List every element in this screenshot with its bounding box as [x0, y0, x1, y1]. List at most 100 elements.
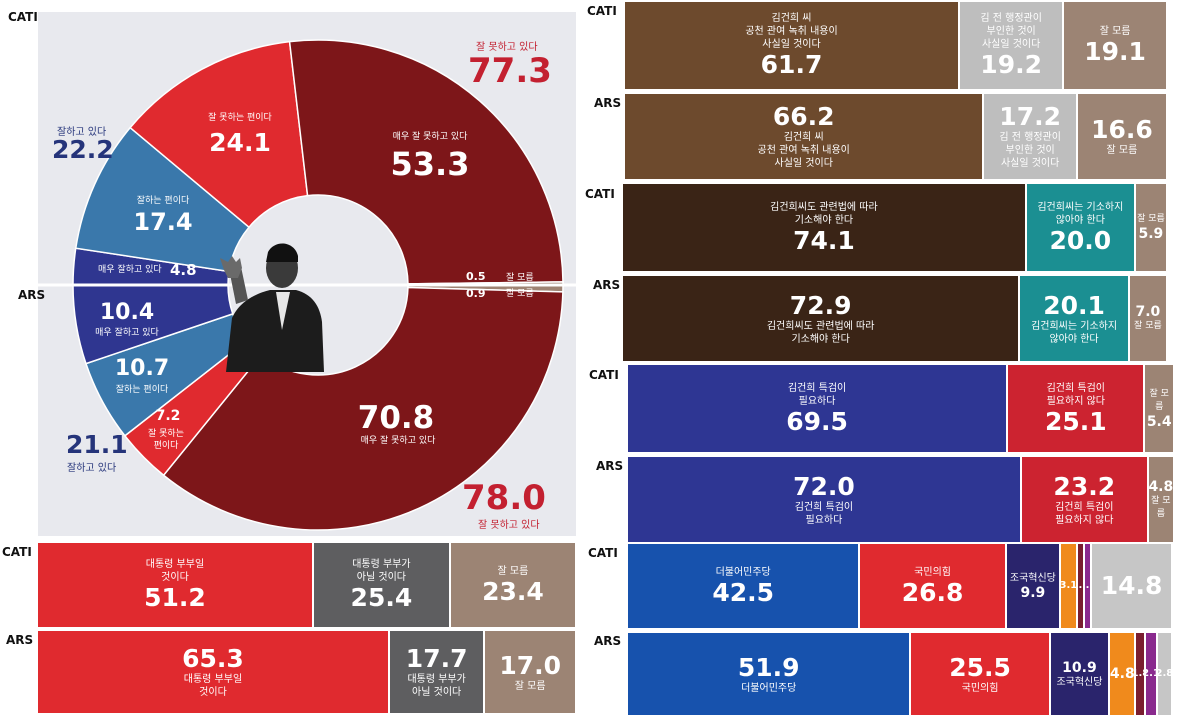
stacked-bar: 72.0 김건희 특검이 필요하다 23.2 김건희 특검이 필요하지 않다 4.8 잘 … [628, 457, 1175, 542]
bar-segment: 김건희 특검이 필요하지 않다 25.1 [1008, 365, 1146, 452]
bar-segment: 72.0 김건희 특검이 필요하다 [628, 457, 1022, 542]
donut-label: 잘 모름 [506, 271, 534, 283]
bar-row-tag: ARS [594, 96, 622, 110]
bar-label: 대통령 부부일 것이다 [145, 559, 205, 583]
bar-value: 16.6 [1091, 115, 1153, 144]
bar-label: 조국혁신당 [1009, 572, 1056, 584]
bar-label: 김건희 특검이 필요하지 않다 [1046, 382, 1105, 407]
stacked-bar: 대통령 부부일 것이다 51.2 대통령 부부가 아닐 것이다 25.4 잘 모름 23.… [38, 543, 577, 627]
bar-value: 1.8 [1136, 668, 1144, 679]
bar-segment: 1.3 [1077, 544, 1085, 628]
donut-value: 7.2 [156, 408, 181, 424]
bar-row-tag: ARS [593, 278, 621, 292]
bar-value: 20.0 [1049, 225, 1112, 255]
bar-value: 23.2 [1053, 471, 1116, 501]
bar-row-tag: CATI [589, 368, 619, 382]
bar-segment: 잘 모름 19.1 [1064, 2, 1168, 89]
bar-row-tag: CATI [587, 4, 617, 18]
bar-label: 잘 모름 [1137, 214, 1165, 224]
stacked-bar: 김건희 씨 공천 관여 녹취 내용이 사실일 것이다 61.7 김 전 행정관이 부… [625, 2, 1168, 89]
bar-label: 김건희 특검이 필요하다 [787, 382, 847, 407]
bar-segment: 23.2 김건희 특검이 필요하지 않다 [1021, 457, 1149, 542]
bar-label: 김건희씨는 기소하지 않아야 한다 [1031, 320, 1118, 345]
bar-segment: 3.1 [1060, 544, 1078, 628]
bar-label: 김건희씨도 관련법에 따라 기소해야 한다 [766, 320, 875, 345]
bar-segment: 1.3 [1084, 544, 1093, 628]
cati-positive-total-value: 22.2 [52, 135, 114, 164]
bar-value: 25.4 [350, 583, 413, 612]
bar-label: 대통령 부부가 아닐 것이다 [407, 674, 466, 698]
bar-segment: 김건희씨는 기소하지 않아야 한다 20.0 [1026, 184, 1136, 271]
bar-value: 51.2 [144, 583, 206, 612]
bar-segment: 72.9 김건희씨도 관련법에 따라 기소해야 한다 [623, 276, 1021, 361]
bar-label: 잘 모름 [1099, 26, 1131, 37]
bar-segment: 51.9 더불어민주당 [628, 633, 912, 715]
bar-value: 7.0 [1135, 304, 1161, 320]
bar-label: 김건희씨도 관련법에 따라 기소해야 한다 [770, 201, 878, 226]
donut-value: 10.7 [115, 356, 169, 381]
bar-label: 대통령 부부일 것이다 [183, 674, 243, 698]
donut-ars-slice [162, 286, 564, 531]
bar-row-tag: ARS [594, 634, 622, 648]
bar-segment: 국민의힘 26.8 [860, 544, 1007, 628]
bar-segment: 대통령 부부가 아닐 것이다 25.4 [313, 543, 451, 627]
bar-segment: 0.3 [1173, 544, 1175, 628]
bar-label: 잘 모름 [1151, 495, 1171, 519]
stacked-bar: 김건희 특검이 필요하다 69.5 김건희 특검이 필요하지 않다 25.1 잘 모름 5… [628, 365, 1175, 452]
donut-ars-tag: ARS [18, 288, 46, 302]
donut-label: 잘하는 편이다 [137, 194, 190, 206]
bar-label: 잘 모름 [1106, 145, 1138, 156]
donut-label: 잘 모름 [506, 287, 534, 299]
bar-segment: 잘 모름 5.4 [1145, 365, 1175, 452]
donut-value: 4.8 [170, 261, 197, 279]
donut-label: 매우 잘 못하고 있다 [393, 130, 469, 142]
stacked-bar: 더불어민주당42.5국민의힘26.8조국혁신당9.93.11.31.314.80… [628, 544, 1175, 628]
president-photo [220, 243, 324, 372]
bar-value: 17.0 [499, 650, 561, 680]
bar-label: 김 전 행정관이 부인한 것이 사실일 것이다 [980, 13, 1042, 50]
ars-negative-total-label: 잘 못하고 있다 [478, 520, 540, 531]
bar-value: 3.1 [1060, 580, 1078, 591]
bar-value: 66.2 [772, 102, 835, 131]
bar-value: 2.8 [1158, 668, 1173, 679]
bar-label: 더불어민주당 [741, 682, 797, 694]
bar-label: 잘 모름 [497, 565, 529, 577]
bar-segment: 대통령 부부일 것이다 51.2 [38, 543, 314, 627]
bar-segment: 20.1 김건희씨는 기소하지 않아야 한다 [1020, 276, 1130, 361]
bar-label: 잘 모름 [1149, 388, 1169, 412]
bar-row-tag: CATI [585, 187, 615, 201]
bar-row-tag: ARS [6, 633, 34, 647]
bar-row-tag: ARS [596, 459, 624, 473]
bar-value: 72.9 [789, 290, 852, 320]
bar-segment: 17.7 대통령 부부가 아닐 것이다 [389, 631, 486, 713]
bar-label: 국민의힘 [914, 566, 951, 578]
bar-segment: 17.2 김 전 행정관이 부인한 것이 사실일 것이다 [984, 94, 1078, 179]
bar-label: 더불어민주당 [715, 566, 771, 578]
bar-segment: 16.6 잘 모름 [1077, 94, 1168, 179]
stacked-bar: 65.3 대통령 부부일 것이다 17.7 대통령 부부가 아닐 것이다 17.0 잘 모… [38, 631, 577, 713]
bar-value: 4.8 [1110, 666, 1135, 682]
stacked-bar: 66.2 김건희 씨 공천 관여 녹취 내용이 사실일 것이다 17.2 김 전 행정… [625, 94, 1168, 179]
bar-value: 1.3 [1085, 580, 1090, 591]
bar-value: 1.3 [1078, 580, 1083, 591]
donut-label: 매우 잘하고 있다 [95, 326, 159, 338]
bar-segment: 0.1 [1173, 633, 1175, 715]
donut-value: 70.8 [358, 400, 435, 436]
bar-value: 17.7 [405, 644, 468, 673]
bar-label: 김건희씨는 기소하지 않아야 한다 [1037, 201, 1124, 226]
bar-value: 14.8 [1100, 571, 1163, 600]
bar-value: 19.1 [1084, 37, 1146, 66]
donut-label: 잘 못하는 편이다 [208, 111, 272, 123]
bar-segment: 7.0 잘 모름 [1129, 276, 1168, 361]
donut-label: 매우 잘 못하고 있다 [361, 434, 437, 446]
bar-value: 42.5 [712, 577, 774, 607]
bar-segment: 더불어민주당 42.5 [628, 544, 861, 628]
bar-label: 대통령 부부가 아닐 것이다 [352, 559, 411, 583]
bar-segment: 65.3 대통령 부부일 것이다 [38, 631, 390, 713]
bar-label: 조국혁신당 [1056, 676, 1103, 688]
bar-segment: 2.1 [1146, 633, 1158, 715]
bar-row-tag: CATI [2, 545, 32, 559]
bar-label: 잘 모름 [1134, 321, 1162, 331]
bar-segment: 4.8 잘 모름 [1148, 457, 1175, 542]
